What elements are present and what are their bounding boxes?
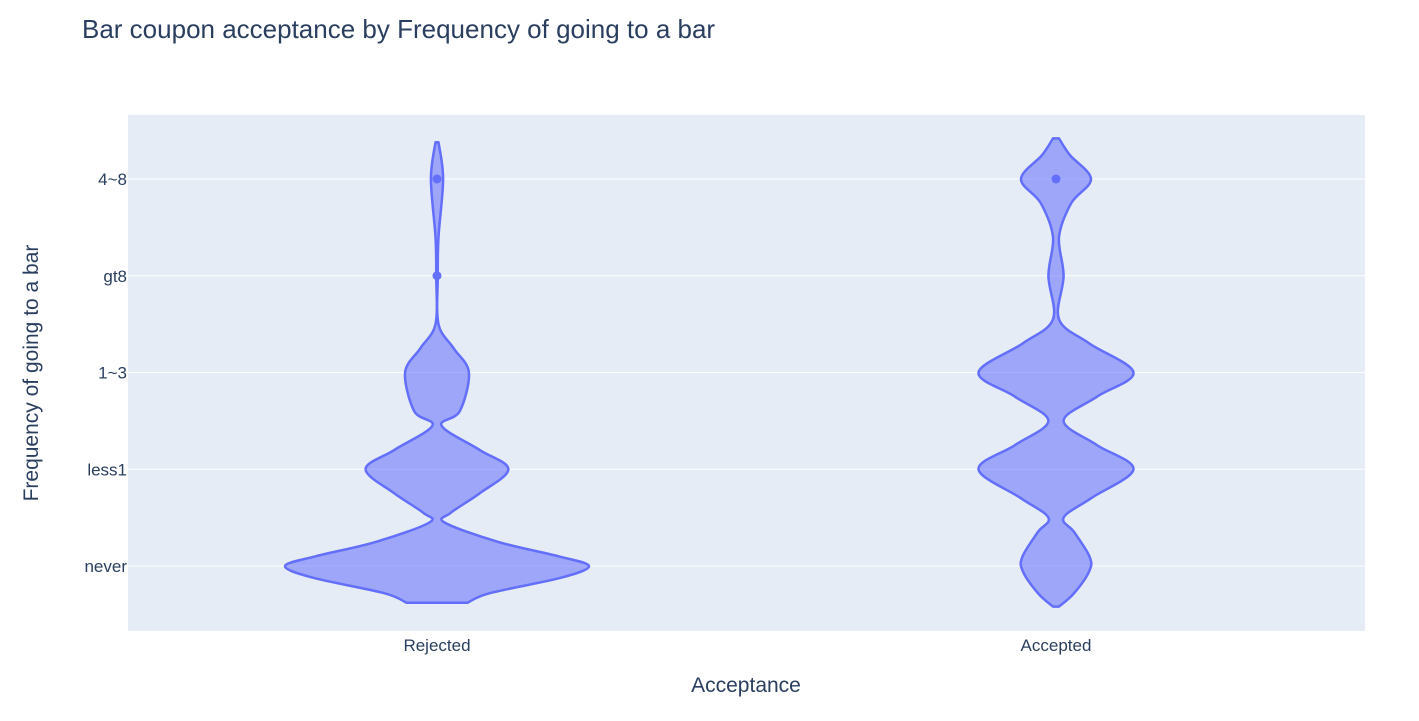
violins bbox=[283, 137, 1135, 608]
y-tick-label: gt8 bbox=[103, 267, 127, 286]
y-tick-label: 1~3 bbox=[98, 364, 127, 383]
violin-accepted bbox=[977, 137, 1135, 608]
y-tick-labels: never less1 1~3 gt8 4~8 bbox=[84, 170, 127, 576]
violin-rejected bbox=[283, 140, 591, 605]
y-tick-label: 4~8 bbox=[98, 170, 127, 189]
y-axis-title: Frequency of going to a bar bbox=[20, 245, 43, 502]
x-axis-title: Acceptance bbox=[691, 674, 801, 697]
outlier-point bbox=[1051, 174, 1061, 184]
x-tick-label: Accepted bbox=[1021, 636, 1092, 655]
x-tick-labels: Rejected Accepted bbox=[403, 636, 1091, 655]
outlier-point bbox=[432, 174, 442, 184]
x-tick-label: Rejected bbox=[403, 636, 470, 655]
y-tick-label: less1 bbox=[87, 460, 127, 479]
chart-title: Bar coupon acceptance by Frequency of go… bbox=[82, 14, 715, 44]
outlier-point bbox=[432, 271, 442, 281]
y-tick-label: never bbox=[84, 557, 127, 576]
